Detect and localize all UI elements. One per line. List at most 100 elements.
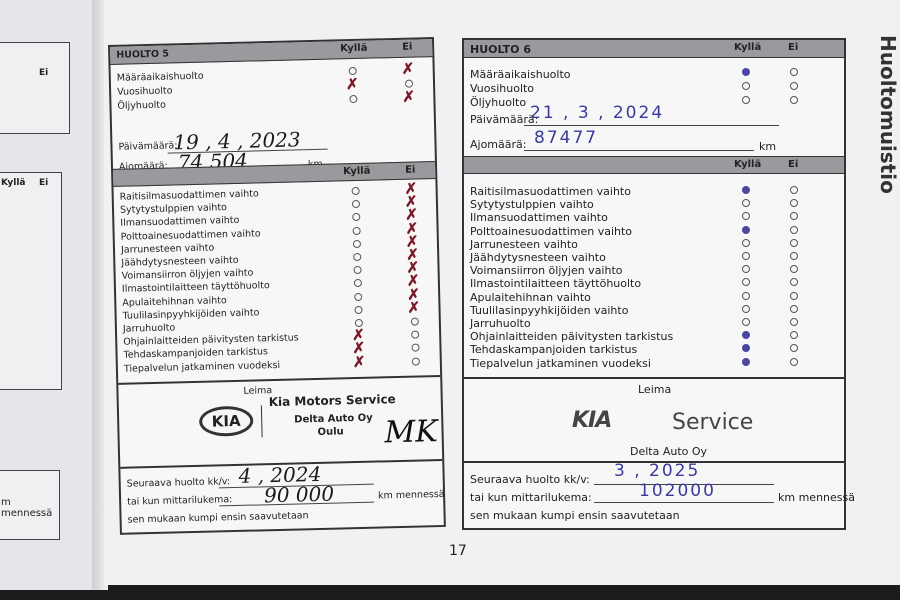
stamp-line-1: Kia Motors Service	[268, 392, 396, 410]
left-page: Ei Kyllä Ei m mennessä	[0, 0, 96, 590]
section-header: HUOLTO 6 Kyllä Ei	[464, 40, 844, 58]
radio-no-icon	[404, 79, 414, 88]
radio-yes-icon	[742, 238, 750, 247]
checkmark-no-icon: ✗	[401, 59, 415, 78]
service-item-label: Ohjainlaitteiden päivitysten tarkistus	[470, 330, 674, 344]
col-yes-label: Kyllä	[340, 42, 368, 55]
km-by-label: m mennessä	[1, 497, 53, 519]
col-no-label: Ei	[788, 159, 799, 170]
col-no-label: Ei	[39, 68, 49, 78]
service-type-label: Vuosihuolto	[117, 85, 173, 98]
col-no-label: Ei	[405, 164, 416, 176]
left-page-box-1: Ei	[0, 42, 70, 134]
radio-no-icon	[790, 225, 798, 234]
service-item-label: Sytytystulppien vaihto	[119, 202, 228, 216]
service-record-huolto-6: HUOLTO 6 Kyllä Ei Määräaikaishuolto Vuosihuo…	[462, 38, 855, 530]
radio-yes-icon	[351, 186, 360, 196]
radio-no-icon	[790, 96, 798, 104]
service-item-label: Raitisilmasuodattimen vaihto	[119, 188, 259, 203]
next-service-line	[594, 484, 774, 485]
stamp-line-3: Oulu	[317, 426, 344, 438]
col-yes-label: Kyllä	[343, 165, 371, 178]
service-item-label: Jarruhuolto	[122, 322, 176, 335]
radio-no-icon	[790, 331, 798, 340]
radio-yes-icon	[352, 213, 361, 222]
radio-yes-icon	[742, 318, 750, 326]
radio-yes-icon	[742, 96, 750, 104]
service-item-label: Sytytystulppien vaihto	[470, 198, 594, 212]
service-item-label: Ilmastointilaitteen täyttöhuolto	[121, 280, 270, 296]
service-item-label: Tuulilasinpyyhkijöiden vaihto	[122, 307, 260, 322]
odometer-label: tai kun mittarilukema:	[470, 491, 592, 504]
radio-no-icon	[790, 265, 798, 274]
whichever-label: sen mukaan kumpi ensin saavutetaan	[127, 510, 309, 526]
km-by-label: km mennessä	[778, 491, 855, 504]
service-item-label: Apulaitehihnan vaihto	[470, 290, 591, 304]
kia-logo: KIA	[198, 405, 254, 437]
km-unit: km	[759, 140, 777, 153]
km-by-label: km mennessä	[377, 488, 445, 502]
date-label: Päivämäärä:	[470, 113, 539, 126]
filled-radio-yes-icon	[742, 344, 750, 353]
service-item-label: Tehdaskampanjoiden tarkistus	[123, 346, 269, 362]
filled-radio-yes-icon	[742, 357, 750, 366]
service-item-label: Polttoainesuodattimen vaihto	[120, 227, 261, 243]
service-item-label: Tiepalvelun jatkaminen vuodeksi	[470, 356, 651, 370]
date-line	[524, 125, 779, 126]
next-mileage-value: 102000	[639, 481, 716, 501]
stamp-divider	[118, 374, 441, 385]
next-mileage-value: 90 000	[263, 481, 335, 508]
section-title: HUOLTO 5	[116, 48, 170, 61]
next-service-label: Seuraava huolto kk/v:	[126, 476, 231, 490]
stamp-divider-line	[260, 405, 263, 438]
checkmark-yes-icon: ✗	[345, 74, 359, 94]
whichever-label: sen mukaan kumpi ensin saavutetaan	[470, 509, 680, 522]
radio-no-icon	[790, 291, 798, 300]
radio-yes-icon	[742, 278, 750, 287]
col-yes-label: Kyllä	[1, 178, 26, 188]
service-item-label: Jäähdytysnesteen vaihto	[121, 254, 239, 269]
radio-yes-icon	[353, 279, 362, 288]
radio-no-icon	[790, 304, 798, 313]
service-item-label: Tiepalvelun jatkaminen vuodeksi	[123, 359, 281, 375]
radio-yes-icon	[351, 200, 361, 209]
checkmark-no-icon: ✗	[402, 87, 416, 106]
radio-no-icon	[790, 186, 798, 194]
radio-yes-icon	[742, 199, 750, 208]
service-item-label: Voimansiirron öljyjen vaihto	[470, 264, 623, 278]
radio-no-icon	[790, 278, 798, 287]
radio-yes-icon	[348, 66, 357, 76]
checkmark-no-icon: ✗	[407, 298, 421, 317]
left-page-box-2: Kyllä Ei	[0, 172, 62, 390]
radio-no-icon	[790, 68, 798, 76]
radio-no-icon	[411, 330, 420, 339]
filled-radio-yes-icon	[742, 225, 750, 234]
service-item-label: Jarruhuolto	[470, 317, 531, 330]
stamp-divider	[464, 377, 844, 379]
odometer-label: tai kun mittarilukema:	[127, 494, 233, 508]
radio-no-icon	[411, 343, 420, 353]
filled-radio-yes-icon	[742, 331, 750, 340]
service-type-label: Määräaikaishuolto	[116, 70, 204, 84]
service-item-label: Ilmansuodattimen vaihto	[470, 211, 608, 225]
service-item-label: Apulaitehihnan vaihto	[122, 294, 227, 309]
radio-no-icon	[790, 318, 798, 326]
date-value: 21 , 3 , 2024	[530, 103, 665, 123]
radio-yes-icon	[349, 94, 358, 104]
date-label: Päivämäärä:	[118, 140, 178, 153]
col-no-label: Ei	[402, 41, 413, 53]
service-item-label: Jäähdytysnesteen vaihto	[470, 251, 606, 264]
checkmark-yes-icon: ✗	[352, 352, 366, 371]
radio-no-icon	[410, 317, 419, 326]
page-number: 17	[449, 543, 467, 559]
radio-no-icon	[790, 238, 798, 247]
next-service-label: Seuraava huolto kk/v:	[470, 473, 590, 486]
stamp-label: Leima	[638, 383, 672, 396]
radio-yes-icon	[742, 82, 750, 90]
filled-radio-yes-icon	[742, 186, 750, 194]
service-item-label: Jarrunesteen vaihto	[470, 237, 578, 251]
signature: MK	[384, 414, 439, 451]
service-item-label: Ilmansuodattimen vaihto	[120, 215, 240, 230]
service-item-label: Jarrunesteen vaihto	[120, 242, 215, 256]
service-item-label: Ohjainlaitteiden päivitysten tarkistus	[123, 332, 299, 348]
